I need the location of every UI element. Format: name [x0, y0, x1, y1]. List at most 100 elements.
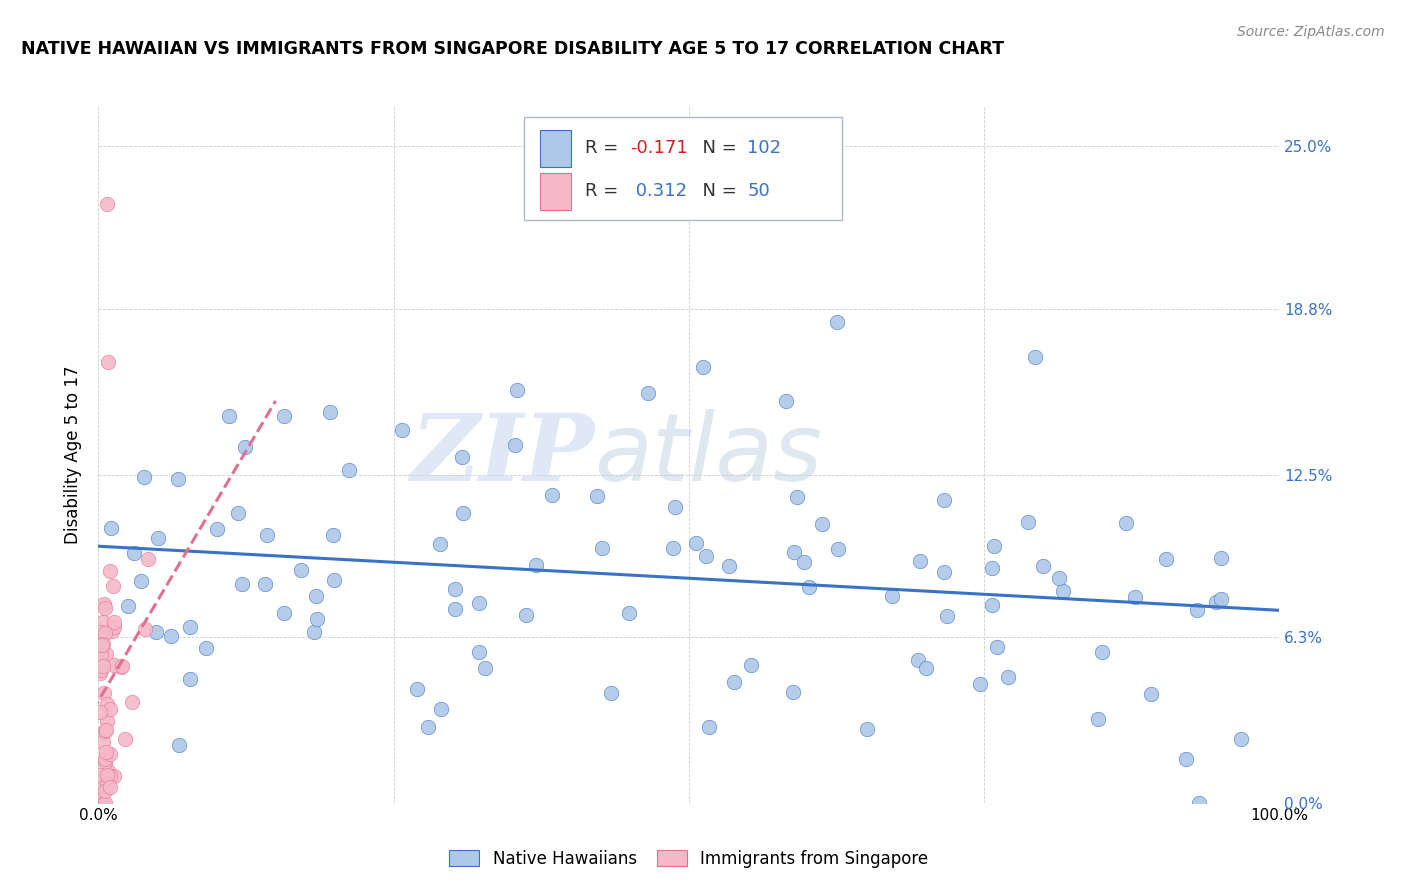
Point: [89, 705, 111, 719]
Point: [94, 755, 117, 769]
Point: [1024, 350, 1046, 364]
Point: [96, 714, 118, 729]
Point: [103, 657, 125, 672]
Point: [231, 576, 253, 591]
Point: [541, 488, 564, 502]
Point: [146, 531, 169, 545]
Point: [132, 470, 155, 484]
Point: [936, 609, 959, 624]
Point: [290, 563, 312, 577]
Point: [1017, 515, 1039, 529]
Point: [307, 612, 329, 626]
Point: [91, 637, 114, 651]
Point: [429, 537, 451, 551]
Point: [111, 658, 134, 673]
Text: 0.312: 0.312: [630, 182, 688, 201]
Point: [405, 682, 427, 697]
Point: [167, 738, 190, 752]
Point: [474, 660, 496, 674]
Point: [90, 624, 112, 639]
Point: [122, 546, 145, 560]
Point: [195, 641, 218, 656]
Point: [416, 720, 439, 734]
Point: [827, 541, 849, 556]
Point: [697, 720, 720, 734]
Point: [94, 601, 117, 615]
Point: [179, 620, 201, 634]
Point: [825, 315, 848, 329]
Point: [797, 581, 820, 595]
Point: [337, 463, 360, 477]
Text: R =: R =: [585, 139, 624, 157]
Text: -0.171: -0.171: [630, 139, 688, 157]
Point: [914, 661, 936, 675]
Point: [524, 558, 547, 573]
Point: [96, 768, 118, 782]
Point: [93, 597, 115, 611]
Point: [93, 796, 115, 810]
Text: 102: 102: [747, 139, 782, 157]
Point: [94, 796, 117, 810]
Point: [160, 629, 183, 643]
Point: [98, 565, 121, 579]
Point: [932, 565, 955, 579]
Point: [664, 500, 686, 515]
Point: [103, 769, 125, 783]
Point: [1209, 591, 1232, 606]
Point: [302, 625, 325, 640]
Point: [103, 615, 125, 629]
Point: [96, 745, 118, 759]
Point: [89, 665, 111, 680]
Point: [506, 383, 529, 397]
Point: [93, 686, 115, 700]
Point: [1140, 688, 1163, 702]
Point: [723, 674, 745, 689]
Point: [101, 624, 124, 638]
Point: [1091, 645, 1114, 659]
Point: [253, 577, 276, 591]
Point: [775, 394, 797, 409]
Point: [273, 606, 295, 620]
Point: [1229, 732, 1251, 747]
Point: [997, 670, 1019, 684]
Point: [90, 638, 112, 652]
Point: [1154, 552, 1177, 566]
Point: [97, 764, 120, 778]
Point: [98, 747, 121, 762]
Point: [907, 653, 929, 667]
Point: [179, 672, 201, 686]
Point: [1205, 595, 1227, 609]
Y-axis label: Disability Age 5 to 17: Disability Age 5 to 17: [65, 366, 83, 544]
Point: [1185, 603, 1208, 617]
Point: [103, 620, 125, 634]
Point: [94, 626, 117, 640]
Point: [94, 724, 117, 739]
Point: [233, 441, 256, 455]
Point: [96, 197, 118, 211]
Point: [226, 506, 249, 520]
Point: [96, 777, 118, 791]
Point: [515, 608, 537, 623]
Text: 50: 50: [747, 182, 770, 201]
Point: [391, 423, 413, 437]
Point: [619, 606, 641, 620]
Point: [90, 792, 112, 806]
Point: [443, 601, 465, 615]
Point: [166, 472, 188, 486]
Point: [934, 493, 956, 508]
Point: [90, 647, 112, 661]
Point: [134, 622, 156, 636]
Point: [600, 686, 623, 700]
Point: [114, 732, 136, 747]
Point: [100, 521, 122, 535]
Point: [783, 545, 806, 559]
Point: [97, 355, 120, 369]
Text: atlas: atlas: [595, 409, 823, 500]
Point: [1188, 796, 1211, 810]
Point: [103, 579, 125, 593]
Point: [117, 599, 139, 613]
Point: [692, 360, 714, 375]
Point: [90, 663, 112, 677]
Point: [273, 409, 295, 424]
Text: Source: ZipAtlas.com: Source: ZipAtlas.com: [1237, 25, 1385, 39]
